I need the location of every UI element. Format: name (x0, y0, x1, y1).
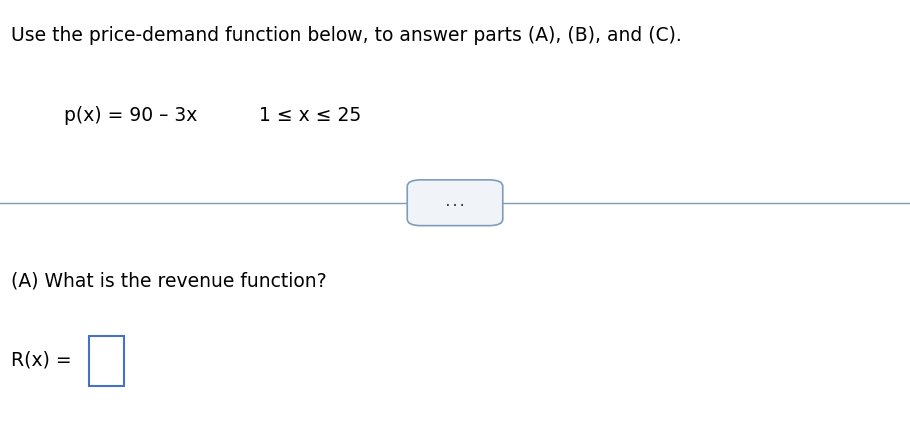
FancyBboxPatch shape (408, 180, 502, 226)
Text: R(x) =: R(x) = (11, 350, 72, 369)
FancyBboxPatch shape (89, 336, 124, 386)
Text: (A) What is the revenue function?: (A) What is the revenue function? (11, 272, 327, 291)
Text: . . .: . . . (446, 198, 464, 208)
Text: Use the price-demand function below, to answer parts (A), (B), and (C).: Use the price-demand function below, to … (11, 26, 682, 45)
Text: p(x) = 90 – 3x: p(x) = 90 – 3x (64, 106, 197, 125)
Text: 1 ≤ x ≤ 25: 1 ≤ x ≤ 25 (259, 106, 361, 125)
